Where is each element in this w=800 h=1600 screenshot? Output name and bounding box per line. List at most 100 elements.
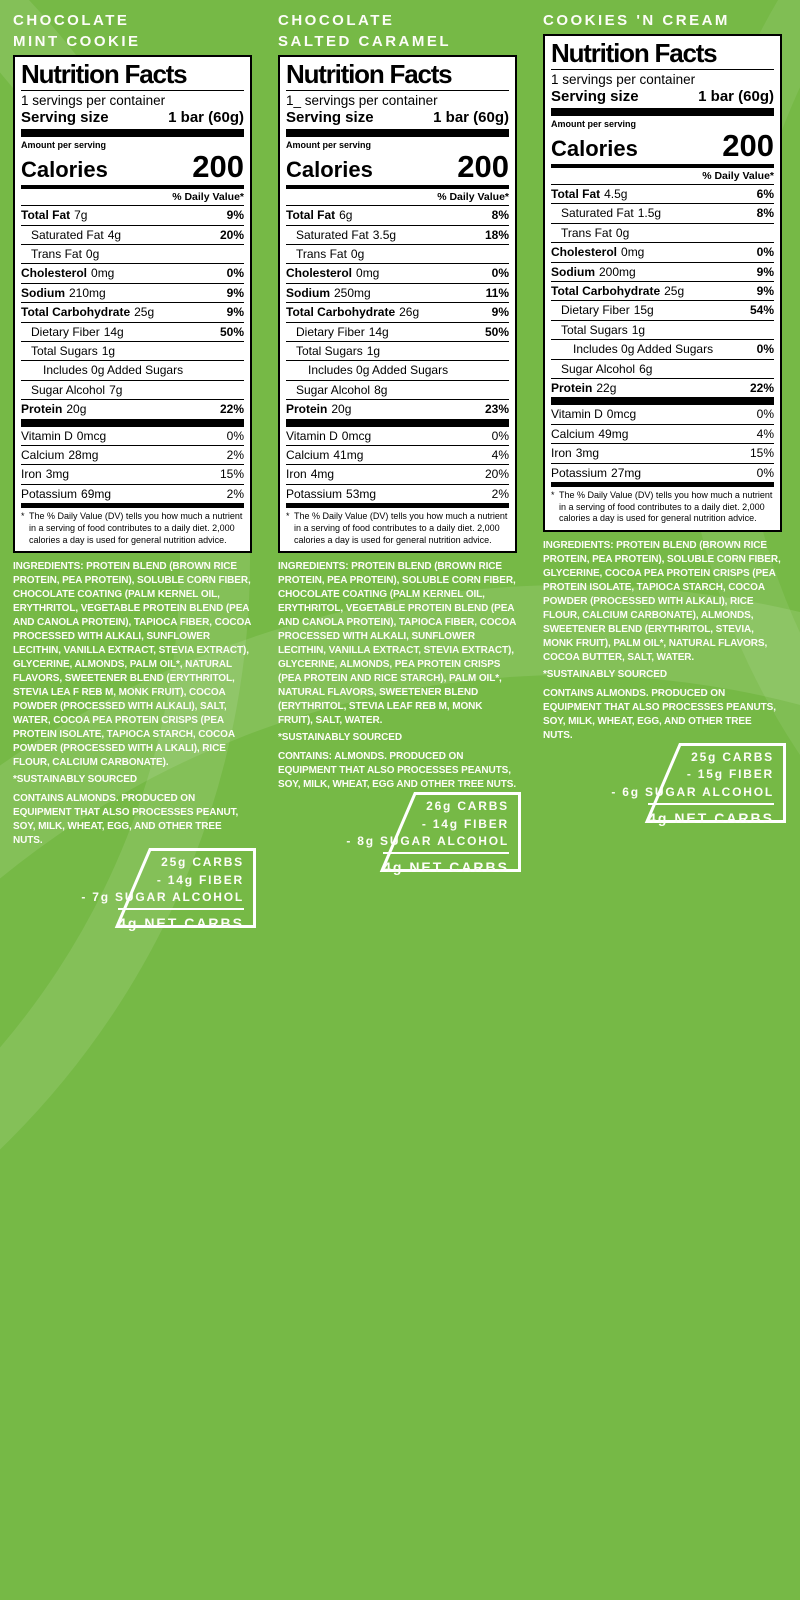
nutrient-amount: 0mg (621, 245, 645, 260)
nutrient-name: Cholesterol (551, 245, 618, 260)
net-carbs-total: 4g NET CARBS (118, 908, 244, 933)
nutrient-name: Total Carbohydrate (551, 284, 661, 298)
nutrient-rows: Total Fat 4.5g 6% Saturated Fat 1.5g 8% Trans … (551, 185, 774, 397)
net-carbs-text: 25g CARBS - 15g FIBER - 6g SUGAR ALCOHOL… (611, 749, 774, 829)
net-carbs-line: - 14g FIBER (421, 816, 509, 831)
nutrient-name: Dietary Fiber (296, 324, 365, 339)
net-carbs-callout: 25g CARBS - 15g FIBER - 6g SUGAR ALCOHOL… (596, 742, 786, 826)
nutrient-daily-value: 0% (756, 245, 774, 260)
vitamin-daily-value: 2% (226, 486, 244, 501)
nutrient-amount: 8g (374, 382, 388, 397)
vitamin-name: Iron (21, 467, 42, 482)
vitamin-name: Calcium (21, 447, 65, 462)
nutrient-name: Dietary Fiber (561, 303, 630, 318)
vitamin-amount: 49mg (598, 426, 629, 441)
footnote-text: The % Daily Value (DV) tells you how muc… (294, 511, 508, 545)
nutrient-amount: 1.5g (637, 206, 662, 221)
nutrient-amount: 0g (85, 247, 100, 262)
nutrient-row: Sugar Alcohol 6g (551, 360, 774, 379)
nutrient-row: Sugar Alcohol 7g (21, 381, 244, 401)
flavor-panel: CHOCOLATE MINT COOKIE Nutrition Facts 1 … (13, 0, 256, 931)
nutrient-name: Sugar Alcohol (296, 382, 371, 397)
nutrient-daily-value: 8% (491, 208, 509, 223)
vitamin-row: Calcium 28mg 2% (21, 446, 244, 466)
nutrient-row: Protein 22g 22% (551, 379, 774, 397)
nutrition-facts-box: Nutrition Facts 1_ servings per containe… (278, 55, 517, 554)
nutrient-daily-value: 22% (219, 402, 244, 417)
divider-medium (286, 503, 509, 509)
nutrient-name: Protein (21, 402, 63, 417)
divider-thick (551, 108, 774, 117)
sustainably-sourced-note: *SUSTAINABLY SOURCED (13, 774, 137, 786)
nutrient-row: Includes 0g Added Sugars (286, 361, 509, 381)
nutrient-amount: 4g (107, 227, 122, 242)
vitamin-row: Iron 4mg 20% (286, 465, 509, 485)
nutrition-facts-box: Nutrition Facts 1 servings per container… (543, 33, 782, 532)
servings-per-container: 1 servings per container (21, 93, 166, 109)
vitamin-daily-value: 15% (749, 446, 774, 461)
serving-size-row: Serving size 1 bar (60g) (21, 108, 244, 129)
vitamin-amount: 3mg (575, 446, 600, 461)
nutrient-name: Cholesterol (21, 266, 88, 281)
amount-per-serving-label: Amount per serving (286, 140, 372, 151)
nutrient-row: Total Sugars 1g (286, 342, 509, 362)
vitamin-name: Calcium (551, 426, 595, 441)
nutrient-amount: 200mg (599, 264, 636, 279)
vitamin-row: Potassium 69mg 2% (21, 485, 244, 503)
ingredients-text: INGREDIENTS: PROTEIN BLEND (BROWN RICE P… (278, 561, 516, 727)
servings-per-container: 1_ servings per container (286, 93, 438, 109)
vitamin-row: Iron 3mg 15% (551, 444, 774, 464)
vitamin-amount: 0mcg (341, 428, 372, 443)
nutrient-row: Total Carbohydrate 25g 9% (551, 282, 774, 302)
nutrient-name: Saturated Fat (296, 227, 369, 242)
nutrient-row: Trans Fat 0g (551, 224, 774, 244)
nutrient-daily-value: 22% (749, 380, 774, 395)
nutrient-row: Sodium 210mg 9% (21, 284, 244, 304)
nutrient-row: Sodium 200mg 9% (551, 263, 774, 282)
calories-row: Calories 200 (551, 129, 774, 164)
net-carbs-text: 26g CARBS - 14g FIBER - 8g SUGAR ALCOHOL… (346, 798, 509, 878)
vitamin-name: Potassium (21, 486, 78, 501)
nutrition-facts-heading: Nutrition Facts (551, 39, 774, 71)
nutrient-row: Saturated Fat 1.5g 8% (551, 204, 774, 224)
net-carbs-line: - 6g SUGAR ALCOHOL (611, 784, 774, 799)
nutrient-name: Trans Fat (561, 225, 612, 240)
nutrient-name: Total Sugars (296, 344, 363, 359)
nutrient-name: Saturated Fat (31, 227, 104, 242)
nutrient-row: Saturated Fat 4g 20% (21, 226, 244, 246)
vitamin-daily-value: 0% (756, 407, 774, 422)
daily-value-footnote: * The % Daily Value (DV) tells you how m… (551, 487, 774, 525)
nutrient-amount: 20g (66, 402, 87, 417)
nutrient-daily-value: 23% (484, 402, 509, 417)
nutrient-row: Total Fat 4.5g 6% (551, 185, 774, 205)
serving-size-label: Serving size (551, 88, 639, 106)
vitamin-daily-value: 0% (491, 428, 509, 443)
sustainably-sourced-note: *SUSTAINABLY SOURCED (278, 732, 402, 744)
nutrition-facts-heading: Nutrition Facts (21, 60, 244, 92)
net-carbs-line: 26g CARBS (426, 799, 509, 814)
net-carbs-callout: 25g CARBS - 14g FIBER - 7g SUGAR ALCOHOL… (66, 848, 256, 931)
nutrient-row: Sodium 250mg 11% (286, 284, 509, 304)
net-carbs-line: 25g CARBS (691, 749, 774, 764)
nutrient-daily-value: 8% (756, 206, 774, 221)
net-carbs-text: 25g CARBS - 14g FIBER - 7g SUGAR ALCOHOL… (81, 854, 244, 934)
serving-size-value: 1 bar (60g) (698, 88, 774, 106)
divider-thick (21, 418, 244, 427)
allergen-statement: CONTAINS ALMONDS. PRODUCED ON EQUIPMENT … (543, 687, 776, 741)
daily-value-header: % Daily Value* (21, 189, 244, 207)
calories-row: Calories 200 (286, 150, 509, 185)
nutrient-name: Total Sugars (561, 322, 628, 337)
calories-row: Calories 200 (21, 150, 244, 185)
nutrient-name: Dietary Fiber (31, 324, 100, 339)
nutrient-amount: 14g (368, 324, 389, 339)
nutrient-row: Total Fat 7g 9% (21, 206, 244, 226)
nutrient-daily-value: 11% (485, 285, 509, 300)
vitamin-amount: 0mcg (76, 428, 107, 443)
vitamin-daily-value: 15% (219, 467, 244, 482)
nutrient-amount: 0g (350, 247, 365, 262)
nutrient-row: Dietary Fiber 15g 54% (551, 301, 774, 321)
vitamin-name: Calcium (286, 447, 330, 462)
sustainably-sourced-note: *SUSTAINABLY SOURCED (543, 668, 667, 680)
footnote-asterisk: * (286, 511, 290, 522)
net-carbs-line: - 14g FIBER (156, 872, 244, 887)
